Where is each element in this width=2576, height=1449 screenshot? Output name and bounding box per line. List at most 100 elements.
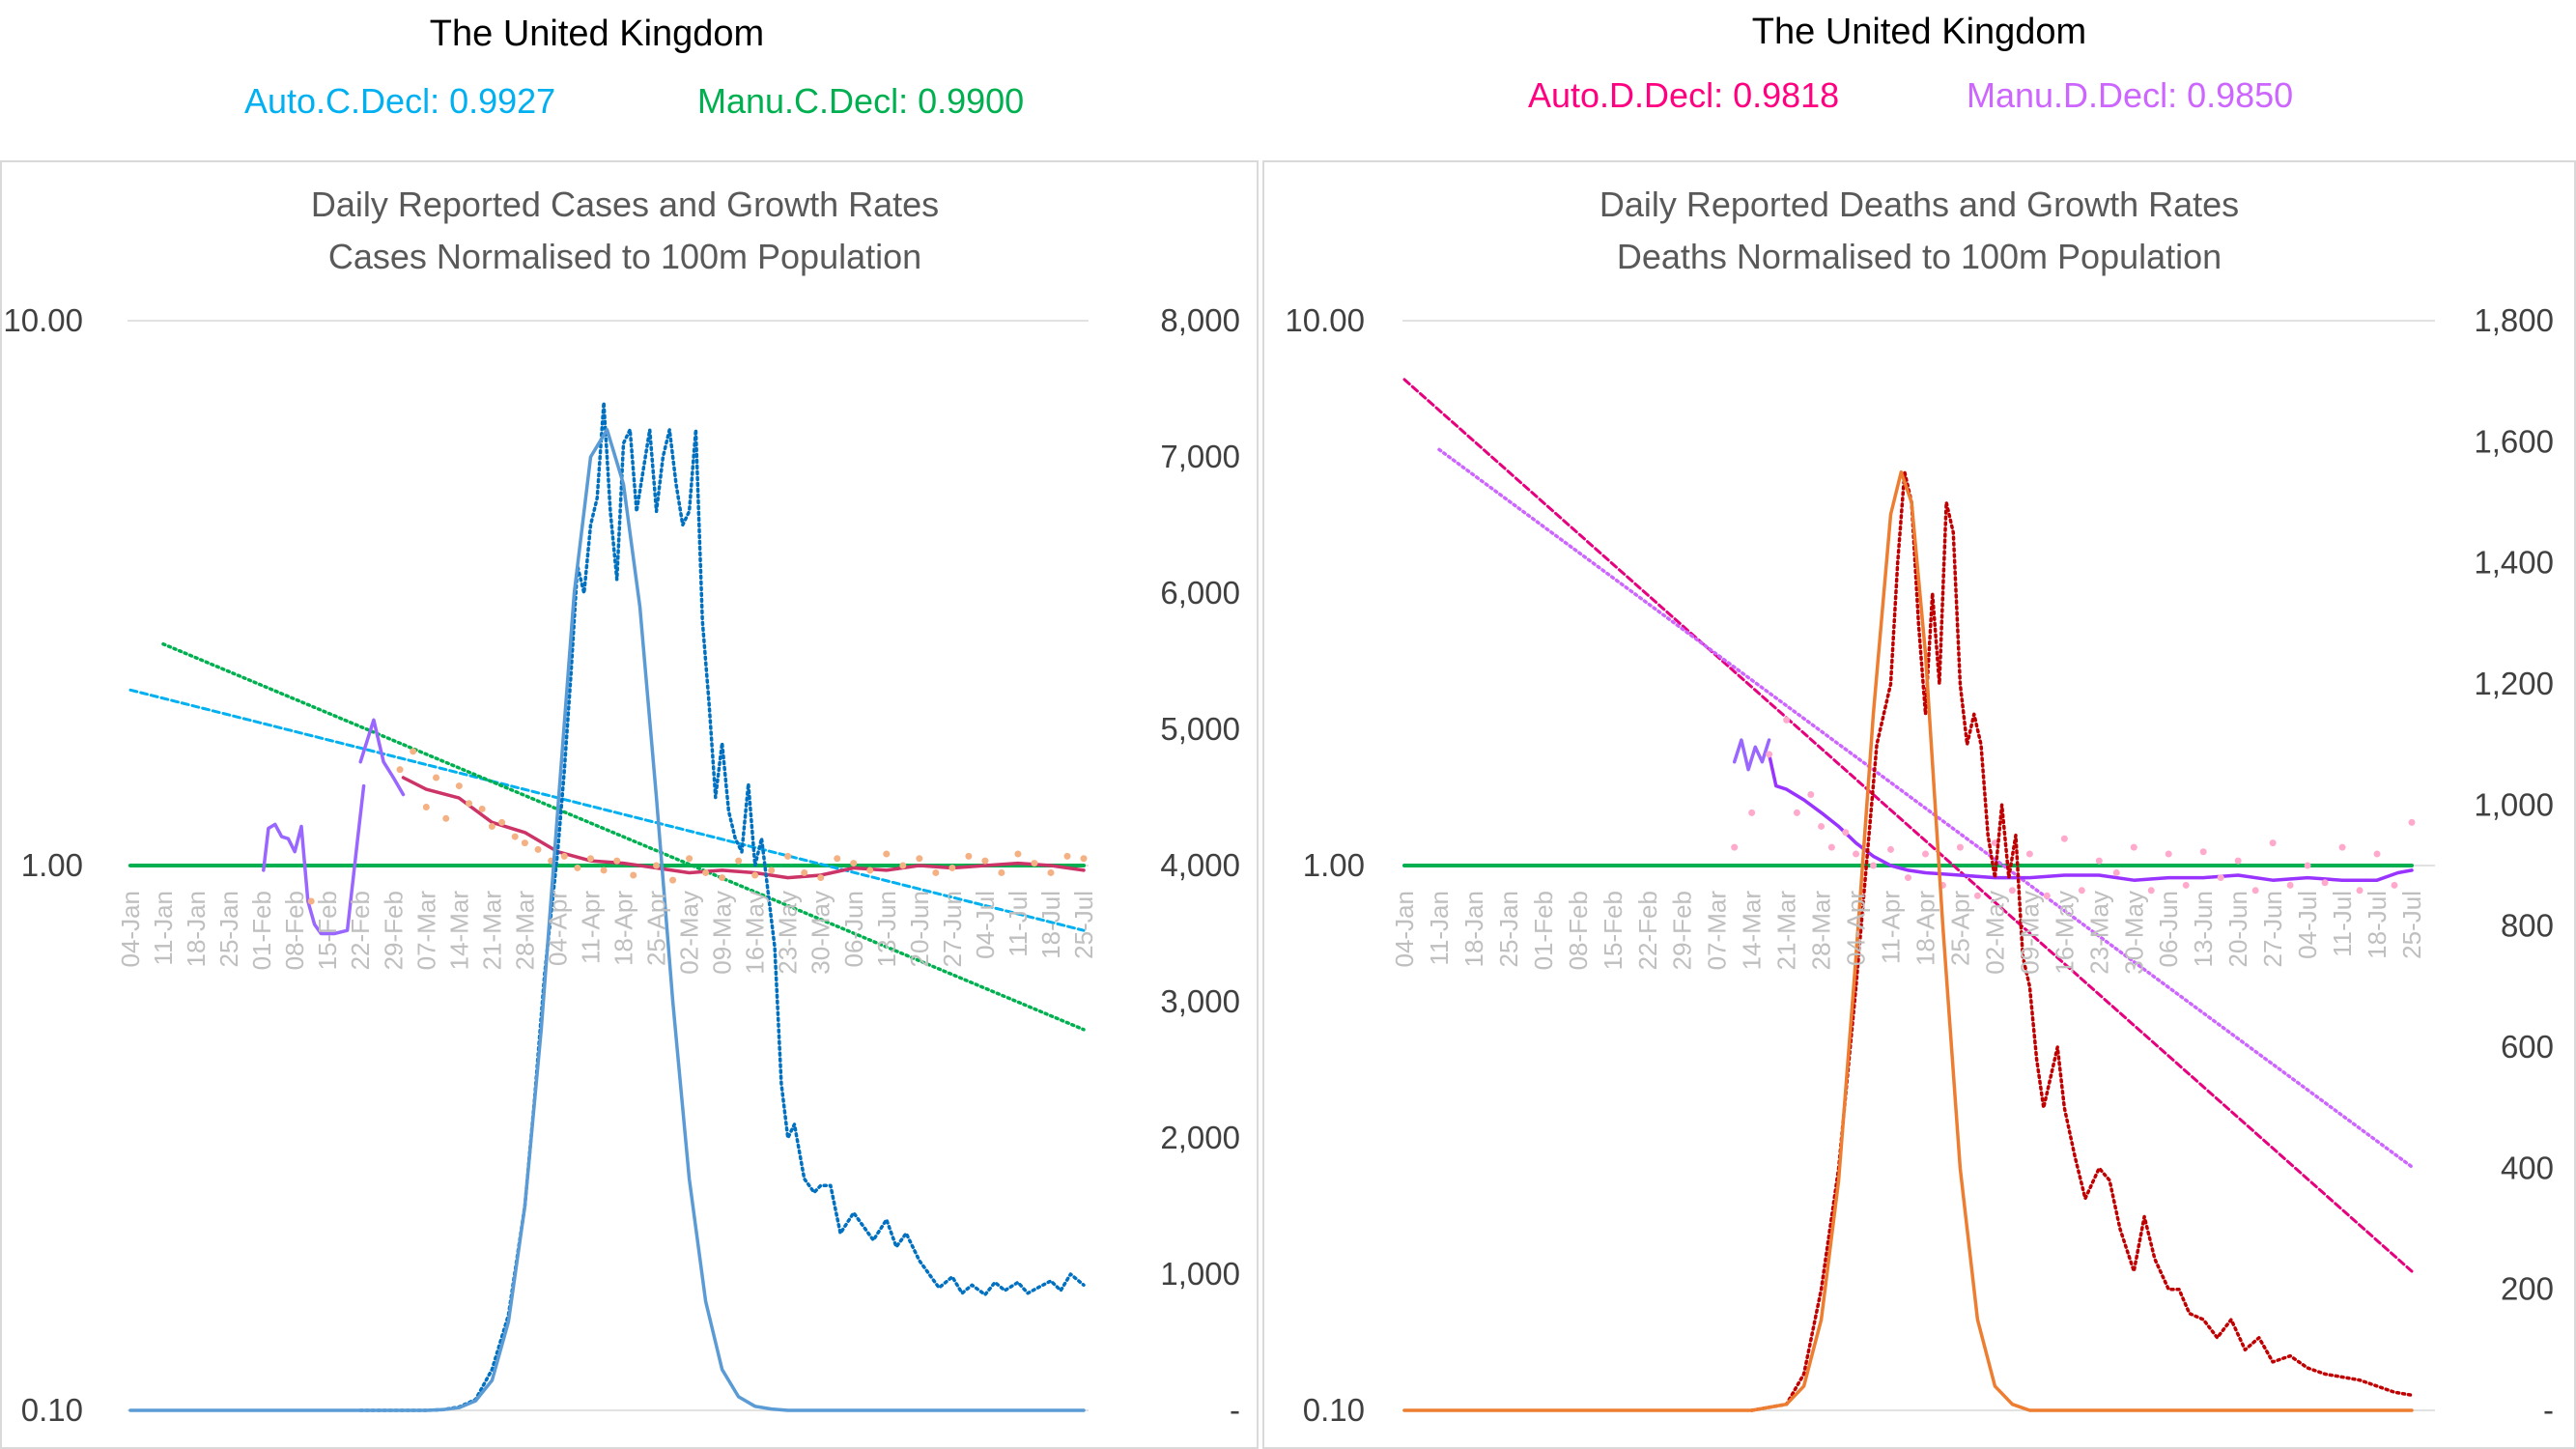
- cases-series-growth-scatter-point: [1031, 860, 1038, 867]
- deaths-x-tick-label: 21-Mar: [1772, 891, 1801, 971]
- deaths-series-growth-scatter-point: [1956, 843, 1964, 851]
- deaths-series-growth-scatter-point: [2373, 850, 2381, 858]
- deaths-right-axis-tick-label: 200: [2501, 1271, 2554, 1307]
- deaths-series-growth-scatter-point: [2130, 843, 2137, 851]
- cases-x-tick-label: 22-Feb: [346, 891, 375, 970]
- right-header: The United Kingdom Auto.D.Decl: 0.9818 M…: [1262, 0, 2576, 155]
- cases-x-tick-label: 25-Apr: [642, 891, 671, 966]
- deaths-x-tick-label: 08-Feb: [1564, 891, 1593, 970]
- deaths-series-growth-scatter-point: [1731, 843, 1739, 851]
- cases-series-growth-scatter-point: [751, 871, 759, 879]
- cases-x-tick-label: 16-May: [741, 891, 770, 975]
- deaths-x-tick-label: 22-Feb: [1633, 891, 1662, 970]
- cases-series-growth-scatter-point: [396, 766, 404, 774]
- deaths-right-axis-tick-label: 1,200: [2474, 666, 2554, 701]
- deaths-x-tick-label: 01-Feb: [1529, 891, 1558, 970]
- cases-x-tick-label: 25-Jan: [214, 891, 243, 968]
- deaths-x-tick-label: 06-Jun: [2154, 891, 2183, 968]
- cases-series-auto-trend: [128, 688, 1086, 932]
- cases-series-growth-scatter-point: [600, 867, 608, 874]
- cases-x-tick-label: 01-Feb: [247, 891, 276, 970]
- deaths-series-growth-scatter-point: [1887, 845, 1895, 853]
- deaths-series-growth-scatter-point: [2234, 857, 2242, 865]
- cases-chart-panel: Daily Reported Cases and Growth Rates Ca…: [0, 160, 1259, 1449]
- deaths-series-growth-scatter-point: [2078, 887, 2085, 895]
- cases-right-axis-tick-label: 1,000: [1160, 1256, 1240, 1292]
- deaths-series-growth-scatter-point: [2043, 892, 2051, 899]
- deaths-series-growth-scatter-point: [2199, 848, 2207, 856]
- deaths-series-growth-scatter-point: [1827, 843, 1835, 851]
- cases-x-tick-label: 04-Apr: [543, 891, 572, 966]
- deaths-series-growth-scatter: [1731, 716, 2416, 899]
- cases-series-growth-scatter-point: [307, 897, 315, 905]
- cases-series-growth-scatter-point: [669, 876, 677, 884]
- cases-series-growth-scatter-point: [1063, 852, 1071, 860]
- deaths-series-growth-scatter-point: [1905, 874, 1911, 882]
- cases-x-tick-label: 23-May: [774, 891, 803, 975]
- cases-x-tick-label: 28-Mar: [510, 891, 539, 971]
- cases-chart: Daily Reported Cases and Growth Rates Ca…: [3, 185, 1240, 1428]
- cases-series-growth-scatter-point: [965, 852, 973, 860]
- cases-x-tick-label: 04-Jul: [971, 891, 1000, 959]
- right-country-title: The United Kingdom: [1751, 12, 2087, 52]
- cases-right-axis-tick-label: 4,000: [1160, 847, 1240, 883]
- deaths-series-growth-scatter-point: [2182, 881, 2190, 889]
- cases-series-growth-scatter-point: [1014, 850, 1022, 858]
- cases-x-tick-label: 09-May: [708, 891, 737, 975]
- cases-left-axis-tick-label: 0.10: [21, 1392, 83, 1428]
- deaths-series-growth-scatter-point: [1853, 850, 1860, 858]
- cases-x-tick-label: 13-Jun: [872, 891, 901, 968]
- cases-left-axis-tick-label: 1.00: [21, 847, 83, 883]
- deaths-series-growth-scatter-point: [1793, 809, 1800, 816]
- deaths-right-axis-tick-label: 800: [2501, 908, 2554, 944]
- cases-series-growth-scatter-point: [1080, 855, 1088, 863]
- deaths-series-growth-scatter-point: [2165, 850, 2172, 858]
- cases-series-growth-scatter-point: [735, 857, 743, 865]
- deaths-series-growth-scatter-point: [1783, 716, 1791, 724]
- deaths-x-tick-label: 16-May: [2050, 891, 2079, 975]
- deaths-series-growth-scatter-point: [1842, 829, 1850, 837]
- cases-right-axis-tick-label: 8,000: [1160, 302, 1240, 338]
- deaths-series-growth-scatter-point: [1748, 809, 1756, 816]
- deaths-x-tick-label: 20-Jun: [2223, 891, 2252, 968]
- cases-series-growth-scatter: [307, 748, 1088, 905]
- cases-x-tick-label: 27-Jun: [938, 891, 967, 968]
- deaths-series-growth-scatter-point: [1818, 822, 1826, 830]
- deaths-series-growth-scatter-point: [2025, 850, 2033, 858]
- cases-right-axis-tick-label: -: [1230, 1392, 1240, 1428]
- deaths-series-growth-scatter-point: [2408, 818, 2416, 826]
- deaths-series-growth-scatter-point: [2217, 874, 2224, 882]
- cases-series-growth-scatter-point: [686, 855, 694, 863]
- deaths-series-growth-scatter-point: [2112, 868, 2120, 876]
- deaths-x-tick-label: 29-Feb: [1668, 891, 1697, 970]
- deaths-series-growth-scatter-point: [2095, 857, 2103, 865]
- deaths-series-growth-scatter-point: [2391, 881, 2398, 889]
- cases-series-growth-scatter-point: [883, 850, 891, 858]
- deaths-series-growth-scatter-point: [1870, 862, 1878, 869]
- deaths-x-tick-label: 23-May: [2084, 891, 2113, 975]
- cases-series-daily-cases-curve: [128, 428, 1086, 1412]
- deaths-chart: Daily Reported Deaths and Growth Rates D…: [1285, 185, 2554, 1428]
- cases-series-growth-scatter-point: [981, 857, 989, 865]
- cases-series-growth-scatter-point: [784, 852, 792, 860]
- deaths-x-tick-label: 18-Apr: [1911, 891, 1939, 966]
- deaths-right-axis-tick-label: 600: [2501, 1029, 2554, 1065]
- deaths-x-tick-label: 25-Apr: [1945, 891, 1974, 966]
- deaths-x-tick-label: 11-Jan: [1425, 891, 1454, 966]
- deaths-series-growth-scatter-point: [2251, 887, 2259, 895]
- deaths-right-axis-tick-label: 1,800: [2474, 302, 2554, 338]
- cases-series-growth-scatter-point: [801, 868, 808, 876]
- deaths-x-tick-label: 02-May: [1980, 891, 2009, 975]
- deaths-series-daily-deaths-dotted: [1749, 469, 2414, 1412]
- cases-series-manu-trend: [161, 641, 1086, 1032]
- cases-x-tick-label: 18-Jul: [1036, 891, 1065, 959]
- cases-right-axis-tick-label: 5,000: [1160, 711, 1240, 747]
- deaths-series-growth-scatter-point: [1973, 892, 1981, 899]
- deaths-x-tick-label: 18-Jul: [2363, 891, 2392, 959]
- deaths-series-growth-scatter-point: [1766, 751, 1773, 758]
- cases-x-tick-label: 18-Apr: [609, 891, 638, 966]
- cases-series-growth-scatter-point: [702, 868, 710, 876]
- cases-x-tick-label: 29-Feb: [379, 891, 408, 970]
- deaths-series-growth-scatter-point: [2269, 839, 2277, 847]
- cases-chart-title: Daily Reported Cases and Growth Rates: [311, 185, 939, 224]
